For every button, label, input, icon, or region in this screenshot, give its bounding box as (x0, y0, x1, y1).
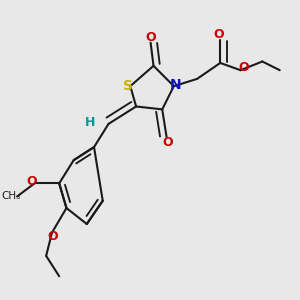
Text: H: H (85, 116, 95, 129)
Text: O: O (145, 31, 156, 44)
Text: S: S (123, 79, 133, 93)
Text: CH₃: CH₃ (1, 191, 20, 201)
Text: O: O (163, 136, 173, 149)
Text: O: O (238, 61, 249, 74)
Text: O: O (214, 28, 224, 41)
Text: O: O (26, 175, 37, 188)
Text: O: O (47, 230, 58, 243)
Text: N: N (169, 78, 181, 92)
